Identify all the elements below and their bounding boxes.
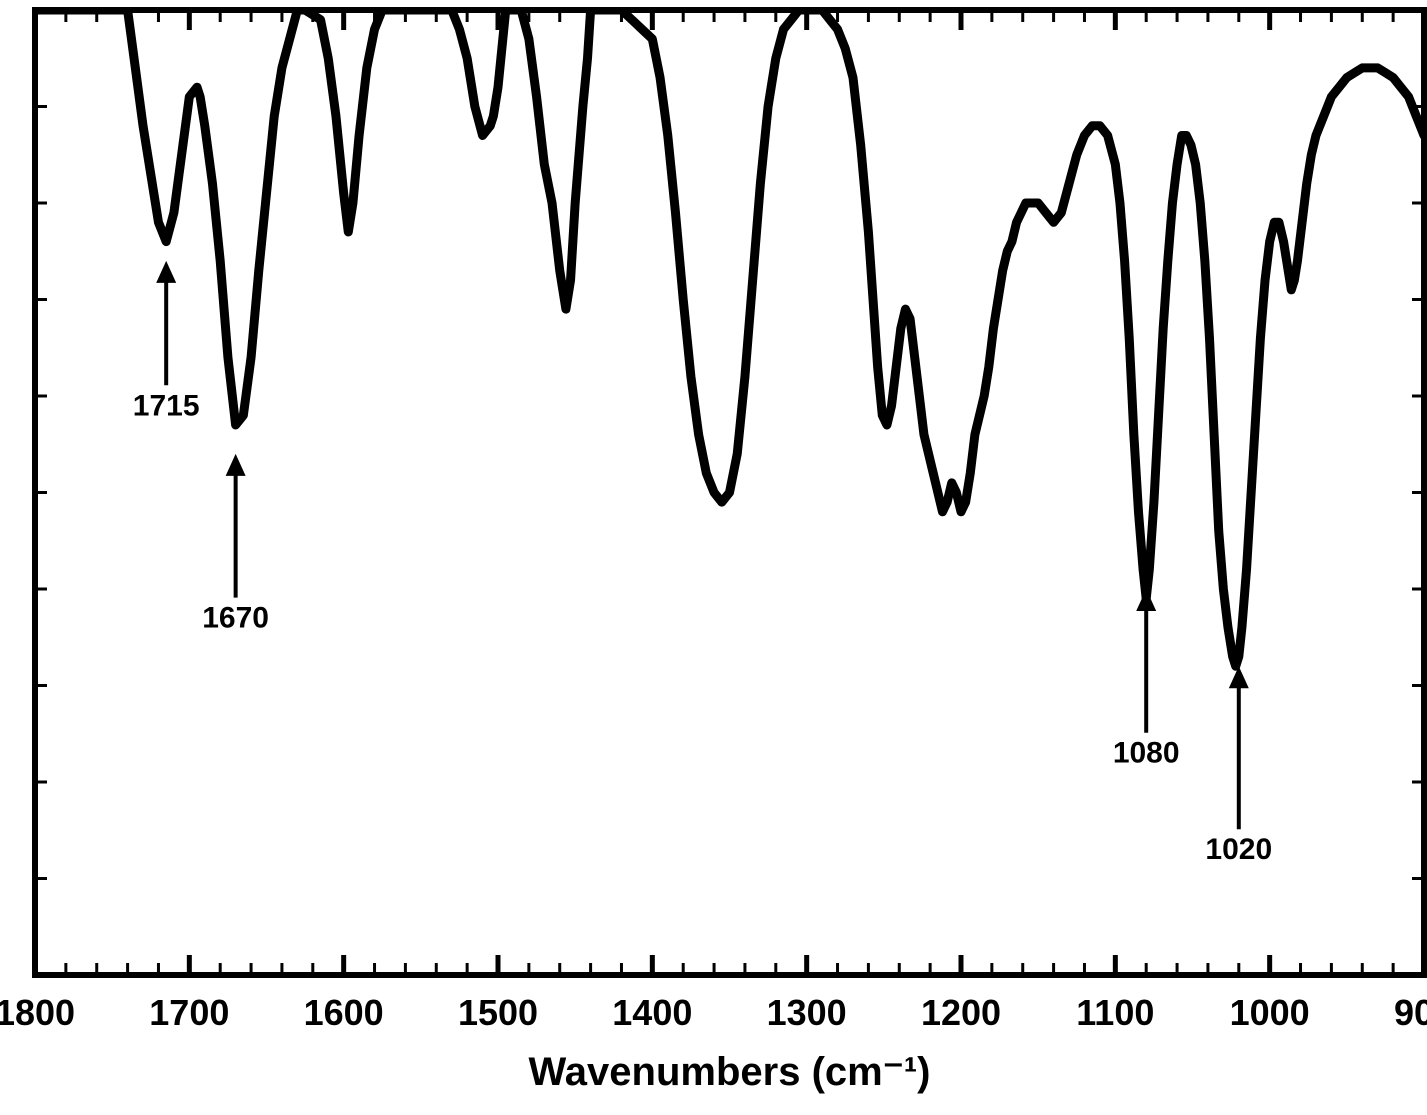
x-tick-label: 1000 (1230, 992, 1310, 1033)
x-tick-label: 1800 (0, 992, 75, 1033)
ir-spectrum-chart: 1800 1700 1600 1500 1400 1300 1200 1100 1000 900 W… (0, 0, 1427, 1115)
x-tick-label: 1300 (767, 992, 847, 1033)
x-tick-label: 1100 (1076, 992, 1154, 1033)
peak-label: 1715 (133, 389, 200, 422)
peak-label: 1670 (202, 602, 269, 635)
x-tick-label: 1500 (458, 992, 538, 1033)
x-axis-label: Wavenumbers (cm⁻¹) (529, 1050, 931, 1094)
x-tick-label: 1200 (921, 992, 1001, 1033)
x-tick-label: 900 (1394, 992, 1427, 1033)
chart-svg: 1800 1700 1600 1500 1400 1300 1200 1100 1000 900 W… (0, 0, 1427, 1115)
x-tick-label: 1600 (304, 992, 384, 1033)
x-tick-label: 1700 (149, 992, 229, 1033)
x-tick-label: 1400 (612, 992, 692, 1033)
peak-label: 1020 (1205, 833, 1272, 866)
peak-label: 1080 (1113, 737, 1180, 770)
